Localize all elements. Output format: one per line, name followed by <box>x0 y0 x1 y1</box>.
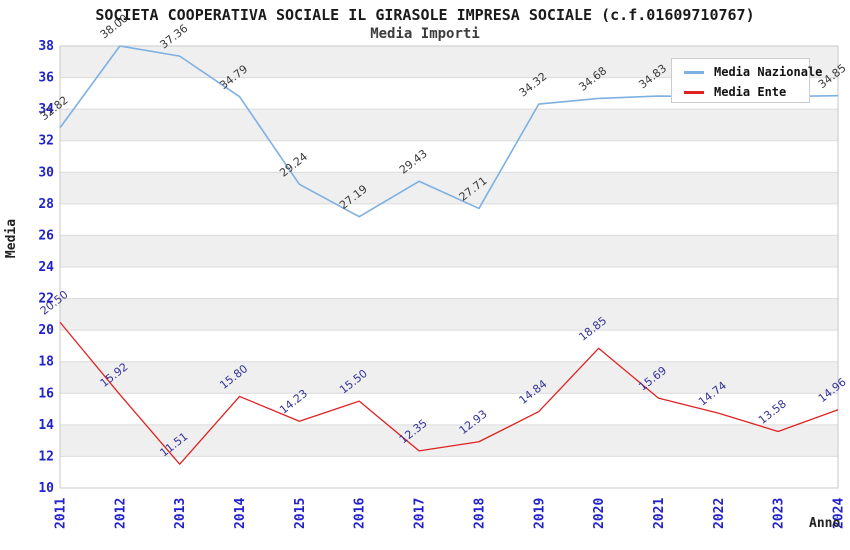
grid-band <box>60 424 838 457</box>
x-tick-label: 2014 <box>233 498 248 529</box>
grid-band <box>60 140 838 173</box>
x-axis-title: Anno <box>809 516 841 531</box>
x-tick-label: 2011 <box>54 498 69 529</box>
y-tick-label: 28 <box>38 197 54 212</box>
grid-band <box>60 393 838 425</box>
y-tick-label: 22 <box>38 292 54 307</box>
y-tick-label: 12 <box>38 449 54 464</box>
grid-band <box>60 456 838 488</box>
grid-band <box>60 203 838 236</box>
x-tick-label: 2024 <box>832 498 847 529</box>
legend-item-media-nazionale: Media Nazionale <box>684 65 822 79</box>
y-tick-label: 14 <box>38 418 54 433</box>
media-nazionale-line-swatch-icon <box>684 70 704 74</box>
grid-band <box>60 109 838 141</box>
x-tick-label: 2018 <box>472 498 487 529</box>
x-tick-label: 2020 <box>592 498 607 529</box>
y-axis-title: Media <box>4 218 20 259</box>
legend-label: Media Nazionale <box>714 65 823 79</box>
x-tick-label: 2015 <box>293 498 308 529</box>
y-tick-label: 38 <box>38 39 54 54</box>
point-label: 38.00 <box>98 12 131 42</box>
y-tick-label: 36 <box>38 71 54 86</box>
plot-border <box>59 45 839 489</box>
y-tick-label: 16 <box>38 386 54 401</box>
y-tick-label: 20 <box>38 323 54 338</box>
grid-band <box>60 235 838 267</box>
grid-band <box>60 172 838 204</box>
y-tick-label: 30 <box>38 165 54 180</box>
y-tick-label: 34 <box>38 102 54 117</box>
y-tick-label: 24 <box>38 260 54 275</box>
x-tick-label: 2012 <box>113 498 128 529</box>
x-tick-label: 2016 <box>353 498 368 529</box>
x-tick-label: 2013 <box>173 498 188 529</box>
grid-band <box>60 298 838 331</box>
grid-band <box>60 267 838 299</box>
chart-subtitle: Media Importi <box>370 26 480 42</box>
y-tick-label: 26 <box>38 228 54 243</box>
y-tick-label: 18 <box>38 355 54 370</box>
x-tick-label: 2021 <box>652 498 667 529</box>
legend-box: Media Nazionale Media Ente <box>671 58 822 103</box>
y-tick-label: 10 <box>38 481 54 496</box>
grid-band <box>60 361 838 394</box>
grid-band <box>60 330 838 362</box>
legend-item-media-ente: Media Ente <box>684 85 809 99</box>
x-tick-label: 2022 <box>712 498 727 529</box>
chart-title: SOCIETA COOPERATIVA SOCIALE IL GIRASOLE … <box>95 6 755 24</box>
x-tick-label: 2023 <box>772 498 787 529</box>
legend-label: Media Ente <box>714 85 787 99</box>
y-tick-label: 32 <box>38 134 54 149</box>
series-line-media-ente <box>59 321 839 465</box>
media-ente-line-swatch-icon <box>684 90 704 94</box>
x-tick-label: 2017 <box>413 498 428 529</box>
x-tick-label: 2019 <box>532 498 547 529</box>
